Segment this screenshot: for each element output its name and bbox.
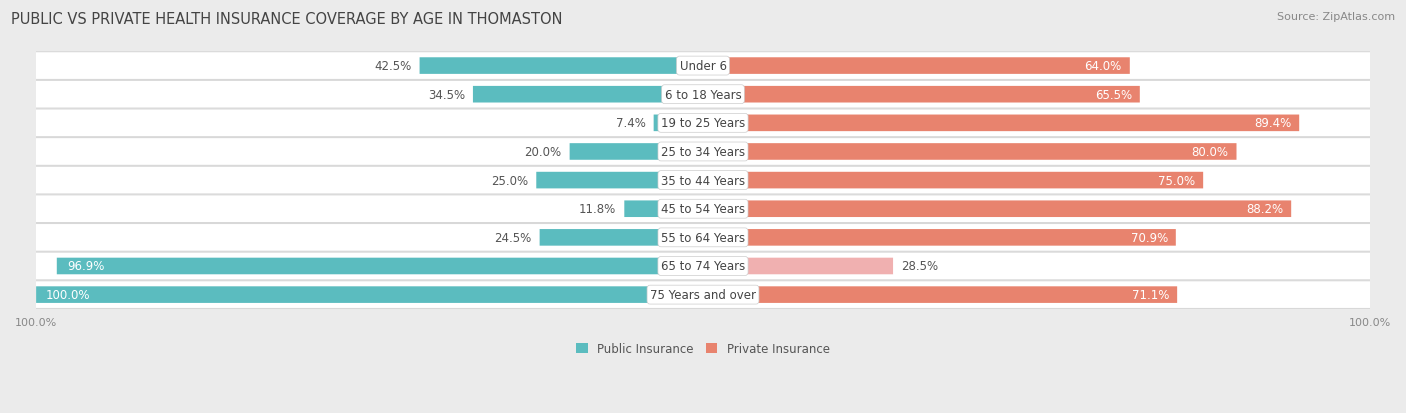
FancyBboxPatch shape — [703, 87, 1140, 103]
Text: 64.0%: 64.0% — [1084, 60, 1122, 73]
FancyBboxPatch shape — [419, 58, 703, 75]
Text: Source: ZipAtlas.com: Source: ZipAtlas.com — [1277, 12, 1395, 22]
FancyBboxPatch shape — [22, 281, 1384, 309]
Text: 75.0%: 75.0% — [1159, 174, 1195, 187]
Legend: Public Insurance, Private Insurance: Public Insurance, Private Insurance — [571, 337, 835, 360]
Text: 24.5%: 24.5% — [495, 231, 531, 244]
Text: 45 to 54 Years: 45 to 54 Years — [661, 203, 745, 216]
Text: 28.5%: 28.5% — [901, 260, 938, 273]
FancyBboxPatch shape — [703, 258, 893, 275]
FancyBboxPatch shape — [654, 115, 703, 132]
FancyBboxPatch shape — [37, 287, 703, 303]
FancyBboxPatch shape — [56, 258, 703, 275]
Text: 42.5%: 42.5% — [374, 60, 412, 73]
Text: 88.2%: 88.2% — [1246, 203, 1284, 216]
FancyBboxPatch shape — [22, 110, 1384, 138]
Text: 70.9%: 70.9% — [1130, 231, 1168, 244]
FancyBboxPatch shape — [22, 224, 1384, 252]
Text: Under 6: Under 6 — [679, 60, 727, 73]
Text: 25.0%: 25.0% — [491, 174, 529, 187]
FancyBboxPatch shape — [536, 172, 703, 189]
FancyBboxPatch shape — [703, 58, 1130, 75]
FancyBboxPatch shape — [703, 144, 1236, 160]
FancyBboxPatch shape — [22, 195, 1384, 223]
Text: 71.1%: 71.1% — [1132, 288, 1170, 301]
FancyBboxPatch shape — [472, 87, 703, 103]
FancyBboxPatch shape — [703, 230, 1175, 246]
Text: PUBLIC VS PRIVATE HEALTH INSURANCE COVERAGE BY AGE IN THOMASTON: PUBLIC VS PRIVATE HEALTH INSURANCE COVER… — [11, 12, 562, 27]
FancyBboxPatch shape — [703, 172, 1204, 189]
Text: 65.5%: 65.5% — [1095, 88, 1132, 102]
Text: 35 to 44 Years: 35 to 44 Years — [661, 174, 745, 187]
Text: 65 to 74 Years: 65 to 74 Years — [661, 260, 745, 273]
Text: 75 Years and over: 75 Years and over — [650, 288, 756, 301]
Text: 11.8%: 11.8% — [579, 203, 616, 216]
Text: 55 to 64 Years: 55 to 64 Years — [661, 231, 745, 244]
FancyBboxPatch shape — [703, 287, 1177, 303]
FancyBboxPatch shape — [22, 52, 1384, 80]
FancyBboxPatch shape — [22, 81, 1384, 109]
Text: 6 to 18 Years: 6 to 18 Years — [665, 88, 741, 102]
FancyBboxPatch shape — [703, 201, 1291, 218]
FancyBboxPatch shape — [22, 167, 1384, 195]
FancyBboxPatch shape — [22, 138, 1384, 166]
Text: 34.5%: 34.5% — [427, 88, 465, 102]
Text: 20.0%: 20.0% — [524, 146, 561, 159]
Text: 19 to 25 Years: 19 to 25 Years — [661, 117, 745, 130]
Text: 80.0%: 80.0% — [1191, 146, 1229, 159]
FancyBboxPatch shape — [22, 252, 1384, 280]
Text: 7.4%: 7.4% — [616, 117, 645, 130]
FancyBboxPatch shape — [540, 230, 703, 246]
FancyBboxPatch shape — [703, 115, 1299, 132]
Text: 100.0%: 100.0% — [46, 288, 90, 301]
Text: 25 to 34 Years: 25 to 34 Years — [661, 146, 745, 159]
FancyBboxPatch shape — [624, 201, 703, 218]
FancyBboxPatch shape — [569, 144, 703, 160]
Text: 89.4%: 89.4% — [1254, 117, 1291, 130]
Text: 96.9%: 96.9% — [67, 260, 104, 273]
